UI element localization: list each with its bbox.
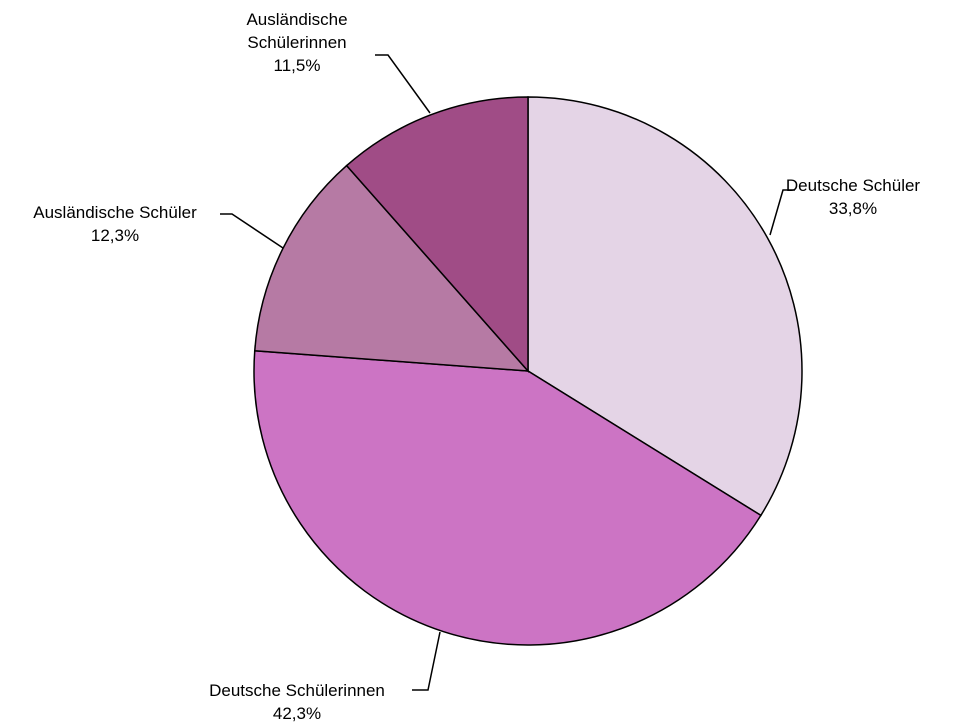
- pie-slice: [345, 96, 529, 373]
- leader-line: [220, 213, 284, 249]
- label-name: Ausländische Schülerinnen: [246, 10, 348, 52]
- label-value: 42,3%: [272, 704, 322, 723]
- slice-label: Deutsche Schülerinnen 42,3%: [177, 679, 417, 725]
- slice-label: Ausländische Schülerinnen 11,5%: [237, 8, 357, 77]
- leader-line: [412, 631, 441, 691]
- label-value: 33,8%: [828, 199, 878, 218]
- leader-line: [769, 189, 795, 236]
- pie-slice: [253, 349, 762, 646]
- label-value: 12,3%: [90, 226, 140, 245]
- slice-label: Deutsche Schüler 33,8%: [753, 174, 953, 220]
- label-value: 11,5%: [273, 56, 321, 75]
- pie-slice: [527, 96, 803, 517]
- slice-label: Ausländische Schüler 12,3%: [0, 201, 230, 247]
- leader-line: [375, 54, 431, 114]
- label-name: Deutsche Schülerinnen: [209, 681, 385, 700]
- pie-slice: [253, 164, 530, 372]
- label-name: Deutsche Schüler: [785, 176, 921, 195]
- label-name: Ausländische Schüler: [33, 203, 197, 222]
